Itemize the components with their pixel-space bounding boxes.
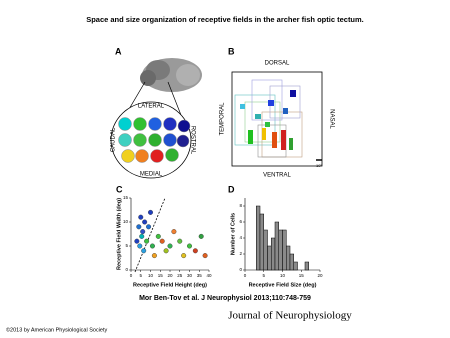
x-axis-label: Receptive Field Size (deg) <box>249 282 317 288</box>
x-tick-label: 20 <box>167 273 173 278</box>
bar <box>271 237 276 271</box>
data-point <box>146 224 152 230</box>
data-point <box>140 229 146 235</box>
orientation-label: CAUDAL <box>111 127 117 152</box>
citation: Mor Ben-Tov et al. J Neurophysiol 2013;1… <box>139 295 311 302</box>
x-tick-label: 10 <box>148 273 154 278</box>
x-tick-label: 25 <box>177 273 183 278</box>
bar <box>259 213 264 271</box>
bar <box>282 229 287 271</box>
bar <box>256 205 261 271</box>
data-point <box>139 233 145 239</box>
panel-label: C <box>116 184 123 194</box>
x-tick-label: 40 <box>206 273 212 278</box>
data-point <box>159 238 165 244</box>
x-tick-label: 5 <box>139 273 142 278</box>
orientation-label: DORSAL <box>265 61 290 67</box>
bar <box>304 261 309 271</box>
data-point <box>171 229 177 235</box>
orientation-label: ROSTRAL <box>189 126 195 155</box>
x-tick-label: 0 <box>130 273 133 278</box>
x-tick-label: 0 <box>244 273 247 278</box>
orientation-label: TEMPORAL <box>220 102 226 136</box>
y-tick-label: 2 <box>239 251 242 256</box>
orientation-label: MEDIAL <box>140 172 163 178</box>
data-point <box>136 224 142 230</box>
bar <box>274 221 279 271</box>
panel-label: A <box>115 46 122 56</box>
data-point <box>142 219 148 225</box>
x-tick-label: 35 <box>197 273 203 278</box>
x-tick-label: 10 <box>280 273 286 278</box>
bar <box>278 229 283 271</box>
y-axis-label: Number of Cells <box>230 213 236 255</box>
data-point <box>186 243 192 249</box>
brain-image <box>110 58 202 179</box>
data-point <box>155 233 161 239</box>
y-tick-label: 0 <box>239 267 242 272</box>
x-tick-label: 15 <box>299 273 305 278</box>
data-point <box>151 253 157 259</box>
bar <box>293 261 298 271</box>
journal-name: Journal of Neurophysiology <box>228 310 352 322</box>
bar <box>286 245 291 271</box>
orientation-label: VENTRAL <box>263 173 291 179</box>
y-tick-label: 0 <box>125 267 128 272</box>
copyright: ©2013 by American Physiological Society <box>6 326 108 333</box>
y-tick-label: 15 <box>123 195 129 200</box>
y-tick-label: 6 <box>239 219 242 224</box>
data-point <box>147 209 153 215</box>
data-point <box>181 253 187 259</box>
bar <box>267 245 272 271</box>
data-point <box>177 238 183 244</box>
panel-label: B <box>228 46 235 56</box>
x-tick-label: 20 <box>317 273 323 278</box>
y-tick-label: 8 <box>239 203 242 208</box>
data-point <box>144 238 150 244</box>
panel-label: D <box>228 184 235 194</box>
data-point <box>202 253 208 259</box>
y-axis-label: Receptive Field Width (deg) <box>116 198 122 270</box>
data-point <box>149 243 155 249</box>
data-point <box>138 214 144 220</box>
bar <box>289 253 294 271</box>
x-tick-label: 5 <box>262 273 265 278</box>
unity-line <box>134 197 166 273</box>
data-point <box>141 248 147 254</box>
x-axis-label: Receptive Field Height (deg) <box>133 282 207 288</box>
data-point <box>163 248 169 254</box>
y-tick-label: 5 <box>125 243 128 248</box>
data-point <box>167 243 173 249</box>
data-point <box>198 233 204 239</box>
receptive-field-map <box>231 71 323 167</box>
data-point <box>192 248 198 254</box>
y-tick-label: 10 <box>123 219 129 224</box>
x-tick-label: 30 <box>187 273 193 278</box>
data-point <box>134 238 140 244</box>
data-point <box>137 243 143 249</box>
x-tick-label: 15 <box>158 273 164 278</box>
bar <box>263 229 268 271</box>
y-tick-label: 4 <box>239 235 242 240</box>
orientation-label: NASAL <box>328 109 334 129</box>
figure-title: Space and size organization of receptive… <box>86 15 364 24</box>
scale-label: 10° <box>316 163 322 168</box>
orientation-label: LATERAL <box>138 104 165 110</box>
